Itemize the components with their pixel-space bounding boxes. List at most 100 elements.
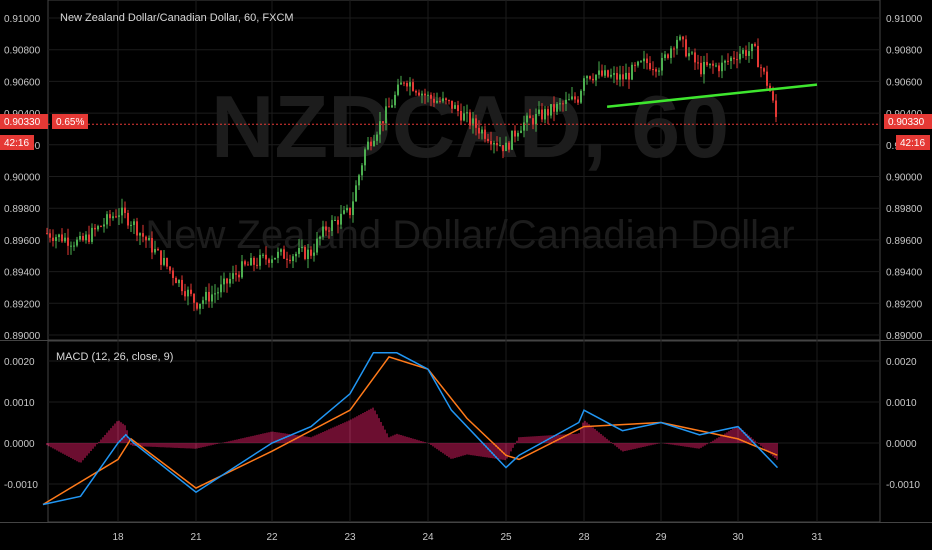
candle-body xyxy=(514,130,516,137)
macd-line xyxy=(42,352,779,506)
candle-body xyxy=(766,71,768,86)
candle-body xyxy=(679,36,681,40)
candle-body xyxy=(691,52,693,54)
candle-body xyxy=(328,230,330,232)
trendline[interactable] xyxy=(606,83,818,109)
candle-body xyxy=(607,70,609,77)
candle-body xyxy=(736,59,738,61)
candle-body xyxy=(238,274,240,278)
time-axis[interactable]: 18 21 22 23 24 25 28 29 30 31 xyxy=(112,532,823,543)
candle-body xyxy=(538,109,540,114)
candle-body xyxy=(745,50,747,56)
candle-body xyxy=(763,68,765,72)
price-tick-label: 0.90000 xyxy=(4,173,41,184)
time-tick-label: 21 xyxy=(190,532,202,543)
candle-body xyxy=(712,63,714,66)
candle-body xyxy=(541,109,543,120)
price-tick-label: 0.89400 xyxy=(4,268,41,279)
candle-body xyxy=(259,254,261,266)
candle-body xyxy=(430,94,432,99)
candle-body xyxy=(211,294,213,302)
candle-body xyxy=(574,96,576,100)
candle-body xyxy=(358,175,360,186)
candle-body xyxy=(244,261,246,265)
candle-body xyxy=(70,245,72,247)
candle-body xyxy=(445,98,447,101)
candle-body xyxy=(67,237,69,246)
candle-body xyxy=(103,224,105,227)
candle-body xyxy=(397,84,399,95)
candle-body xyxy=(202,300,204,304)
candle-body xyxy=(472,118,474,126)
candle-body xyxy=(364,149,366,166)
candle-body xyxy=(217,292,219,294)
candle-body xyxy=(478,127,480,134)
candle-body xyxy=(91,227,93,242)
candle-body xyxy=(394,94,396,106)
price-tick-label: 0.90000 xyxy=(886,173,923,184)
time-tick-label: 18 xyxy=(112,532,124,543)
candle-body xyxy=(643,58,645,62)
time-tick-label: 24 xyxy=(422,532,434,543)
candle-body xyxy=(484,129,486,139)
candle-body xyxy=(265,254,267,260)
time-tick-label: 28 xyxy=(578,532,590,543)
candle-body xyxy=(598,70,600,75)
candle-body xyxy=(343,210,345,214)
candle-body xyxy=(79,235,81,240)
candles xyxy=(46,34,777,315)
candle-body xyxy=(208,291,210,302)
candle-body xyxy=(709,63,711,66)
candle-body xyxy=(568,99,570,101)
macd-axis-left: 0.0020 0.0010 0.0000 -0.0010 xyxy=(4,357,38,491)
macd-title: MACD (12, 26, close, 9) xyxy=(56,351,173,363)
candle-body xyxy=(334,219,336,221)
candle-body xyxy=(88,234,90,242)
candle-body xyxy=(727,60,729,62)
candle-body xyxy=(271,259,273,263)
candle-body xyxy=(760,67,762,69)
candle-body xyxy=(52,237,54,241)
candle-body xyxy=(715,65,717,67)
price-axis-left: 0.910000.908000.906000.904000.902000.900… xyxy=(4,14,41,342)
candle-body xyxy=(193,293,195,303)
candle-body xyxy=(292,256,294,262)
price-tick-label: 0.89800 xyxy=(886,204,923,215)
candle-body xyxy=(157,249,159,251)
price-tick-label: 0.90600 xyxy=(4,77,41,88)
candle-body xyxy=(451,100,453,109)
candle-body xyxy=(415,90,417,93)
candle-body xyxy=(697,62,699,64)
macd-tick-label: 0.0010 xyxy=(886,398,917,409)
candle-body xyxy=(295,253,297,257)
candle-body xyxy=(229,278,231,284)
candle-body xyxy=(175,277,177,284)
candle-body xyxy=(391,105,393,108)
candle-body xyxy=(55,237,57,241)
candle-body xyxy=(406,83,408,87)
candle-body xyxy=(583,78,585,91)
candle-body xyxy=(730,57,732,62)
candle-body xyxy=(235,273,237,275)
price-tick-label: 0.91000 xyxy=(886,14,923,25)
candle-body xyxy=(604,70,606,76)
candle-body xyxy=(688,53,690,57)
candle-body xyxy=(46,233,48,235)
candle-body xyxy=(454,105,456,109)
candle-body xyxy=(580,90,582,103)
candle-body xyxy=(361,165,363,176)
candle-body xyxy=(100,226,102,228)
candle-body xyxy=(526,115,528,123)
macd-axis-right[interactable]: 0.0020 0.0010 0.0000 -0.0010 xyxy=(886,357,920,491)
candle-body xyxy=(412,82,414,91)
candle-body xyxy=(664,54,666,58)
candle-body xyxy=(316,238,318,253)
candle-body xyxy=(553,104,555,112)
candle-body xyxy=(199,303,201,309)
candle-body xyxy=(58,234,60,238)
candle-body xyxy=(226,278,228,284)
candle-body xyxy=(667,54,669,58)
candle-body xyxy=(475,118,477,128)
price-axis-right[interactable]: 0.910000.908000.906000.904000.902000.900… xyxy=(886,14,923,342)
